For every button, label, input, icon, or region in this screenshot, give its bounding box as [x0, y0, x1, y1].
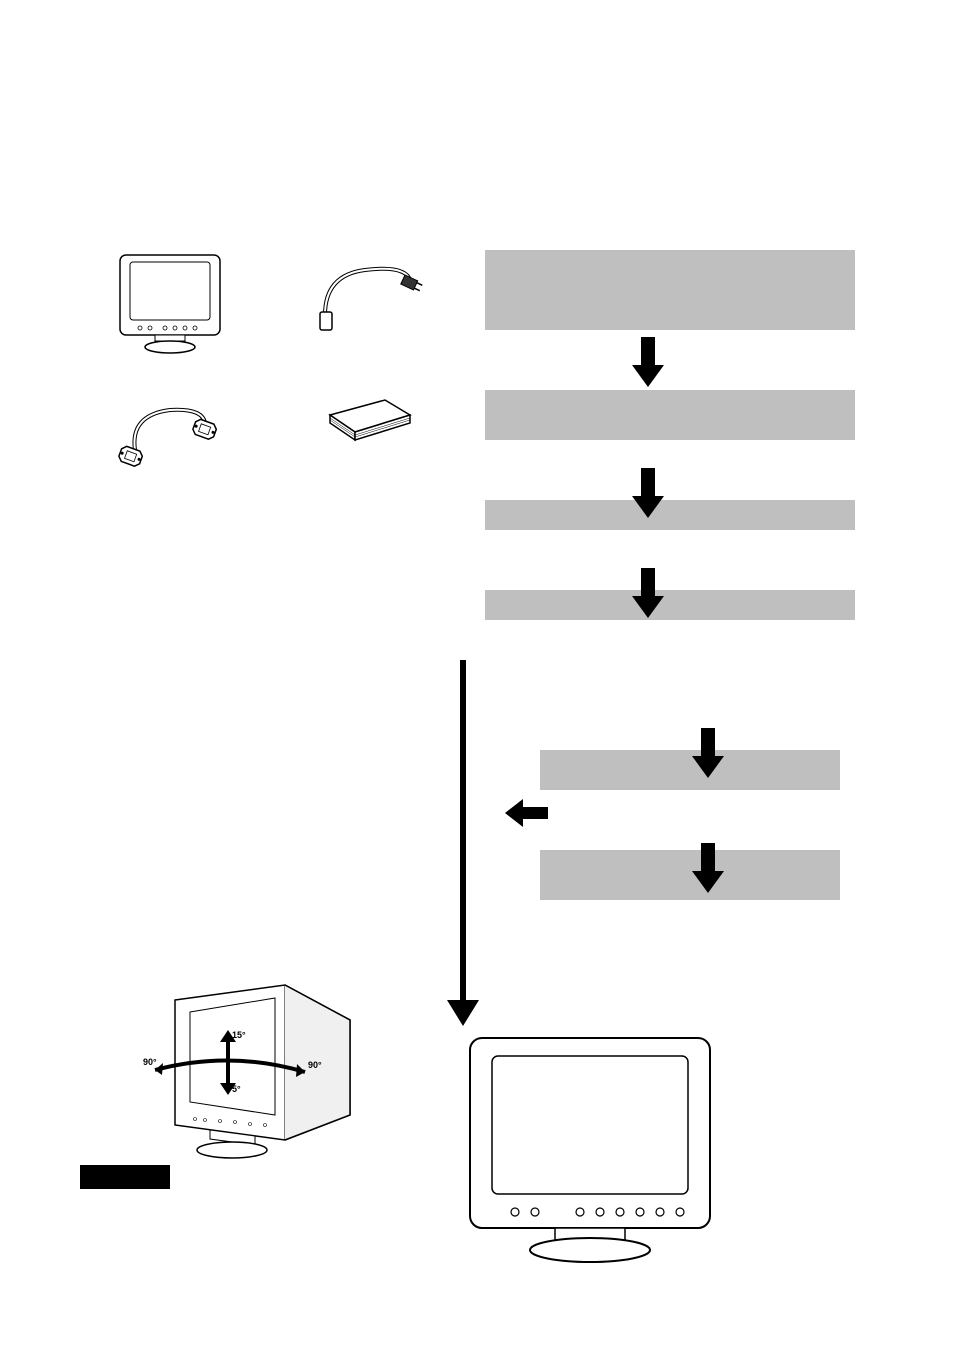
tilt-swivel-diagram: 15° 5° 90° 90°: [110, 980, 390, 1185]
flowchart-step-5: [540, 750, 840, 790]
swivel-right-label: 90°: [308, 1060, 322, 1070]
flowchart-step-6: [540, 850, 840, 900]
flowchart-step-4: [485, 590, 855, 620]
black-bar: [80, 1165, 170, 1189]
arrow-down-icon: [633, 468, 663, 518]
monitor-product-icon: [80, 250, 260, 360]
power-cable-icon: [280, 250, 460, 360]
flowchart-step-3: [485, 500, 855, 530]
products-grid: [80, 250, 460, 480]
flowchart-step-2: [485, 390, 855, 440]
tilt-down-label: 5°: [232, 1084, 241, 1094]
swivel-left-label: 90°: [143, 1057, 157, 1067]
arrow-down-icon: [633, 337, 663, 387]
manual-icon: [280, 390, 460, 480]
arrow-down-icon: [693, 843, 723, 893]
monitor-large-icon: [450, 1028, 730, 1273]
arrow-down-icon: [633, 568, 663, 618]
tilt-up-label: 15°: [232, 1030, 246, 1040]
flowchart-step-1: [485, 250, 855, 330]
long-arrow-down-icon: [460, 660, 479, 1026]
arrow-left-icon: [505, 800, 555, 826]
signal-cable-icon: [80, 390, 260, 480]
arrow-down-icon: [693, 728, 723, 778]
left-column: [80, 250, 460, 480]
